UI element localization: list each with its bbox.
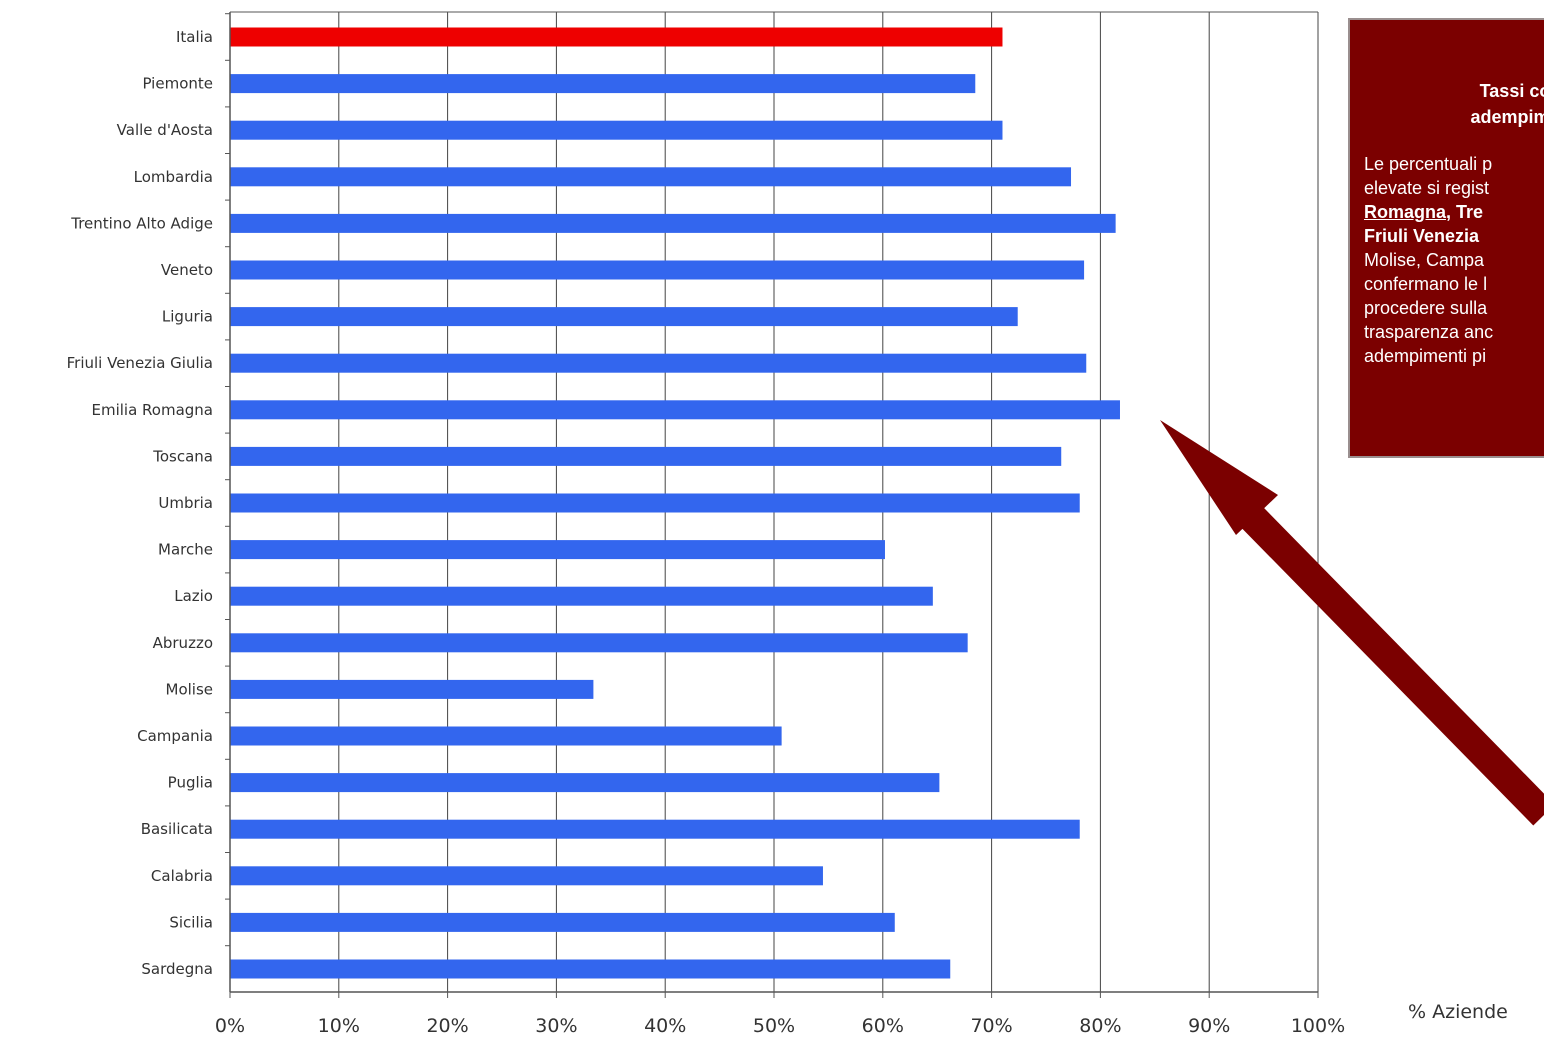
bar xyxy=(230,27,1003,47)
bar xyxy=(230,400,1120,420)
category-label: Molise xyxy=(166,680,214,698)
category-label: Emilia Romagna xyxy=(91,401,213,419)
category-label: Calabria xyxy=(151,867,213,885)
category-label: Sardegna xyxy=(141,960,213,978)
bar xyxy=(230,819,1080,839)
category-label: Marche xyxy=(158,541,213,559)
info-box-line: adempimenti pi xyxy=(1364,346,1487,366)
info-box-line: Le percentuali p xyxy=(1364,154,1493,174)
arrow-shaft xyxy=(1234,499,1544,826)
x-tick-label: 60% xyxy=(862,1015,904,1037)
bar xyxy=(230,307,1018,327)
category-label: Italia xyxy=(176,28,213,46)
info-box-line: confermano le l xyxy=(1364,274,1488,294)
x-tick-label: 80% xyxy=(1079,1015,1121,1037)
x-axis-title: % Aziende xyxy=(1408,1001,1508,1023)
bar xyxy=(230,213,1116,233)
category-labels: Italia Piemonte Valle d'Aosta Lombardia Tren… xyxy=(67,28,213,978)
info-box-line: elevate si regist xyxy=(1364,178,1490,198)
category-label: Veneto xyxy=(161,261,213,279)
info-box-title: Tassi coadempime xyxy=(1470,81,1544,127)
category-label: Lombardia xyxy=(134,168,213,186)
category-label: Toscana xyxy=(152,447,213,465)
bars xyxy=(230,27,1120,979)
x-tick-labels: 0% 10% 20% 30% 40% 50% 60% 70% 80% 90% 100% xyxy=(215,1015,1345,1037)
bar xyxy=(230,74,976,94)
bar xyxy=(230,866,823,886)
axes xyxy=(225,11,1319,998)
bar xyxy=(230,540,885,560)
x-tick-label: 10% xyxy=(318,1015,360,1037)
bar xyxy=(230,586,933,606)
bar xyxy=(230,959,951,979)
x-tick-label: 100% xyxy=(1291,1015,1345,1037)
x-tick-label: 90% xyxy=(1188,1015,1230,1037)
category-label: Puglia xyxy=(168,774,213,792)
info-box-line: Molise, Campa xyxy=(1364,250,1485,270)
bar xyxy=(230,726,782,746)
category-label: Sicilia xyxy=(169,913,213,931)
category-label: Valle d'Aosta xyxy=(117,121,213,139)
bar xyxy=(230,679,594,699)
bar xyxy=(230,260,1085,280)
info-box-line: trasparenza anc xyxy=(1364,322,1494,342)
bar xyxy=(230,167,1072,187)
category-label: Friuli Venezia Giulia xyxy=(67,354,213,372)
bar xyxy=(230,912,895,932)
category-label: Abruzzo xyxy=(153,634,213,652)
info-box-line: Romagna, Tre xyxy=(1364,202,1484,222)
x-tick-label: 0% xyxy=(215,1015,245,1037)
bar xyxy=(230,446,1062,466)
category-label: Liguria xyxy=(162,308,213,326)
category-label: Umbria xyxy=(158,494,213,512)
x-tick-label: 20% xyxy=(426,1015,468,1037)
category-label: Basilicata xyxy=(141,820,213,838)
info-box-line: Friuli Venezia xyxy=(1364,226,1480,246)
category-label: Piemonte xyxy=(142,75,213,93)
info-box-body: Le percentuali p elevate si regist Romagna… xyxy=(1364,152,1544,368)
info-box: Tassi coadempime Le percentuali p elevate… xyxy=(1348,18,1544,458)
x-tick-label: 40% xyxy=(644,1015,686,1037)
arrow-head xyxy=(1160,420,1278,535)
bar xyxy=(230,353,1087,373)
category-label: Campania xyxy=(137,727,213,745)
bar xyxy=(230,773,940,793)
category-label: Lazio xyxy=(174,587,213,605)
bar xyxy=(230,493,1080,513)
info-box-line: procedere sulla xyxy=(1364,298,1488,318)
x-tick-label: 70% xyxy=(970,1015,1012,1037)
x-tick-label: 30% xyxy=(535,1015,577,1037)
category-label: Trentino Alto Adige xyxy=(70,214,213,232)
x-tick-label: 50% xyxy=(753,1015,795,1037)
bar xyxy=(230,120,1003,140)
bar xyxy=(230,633,968,653)
